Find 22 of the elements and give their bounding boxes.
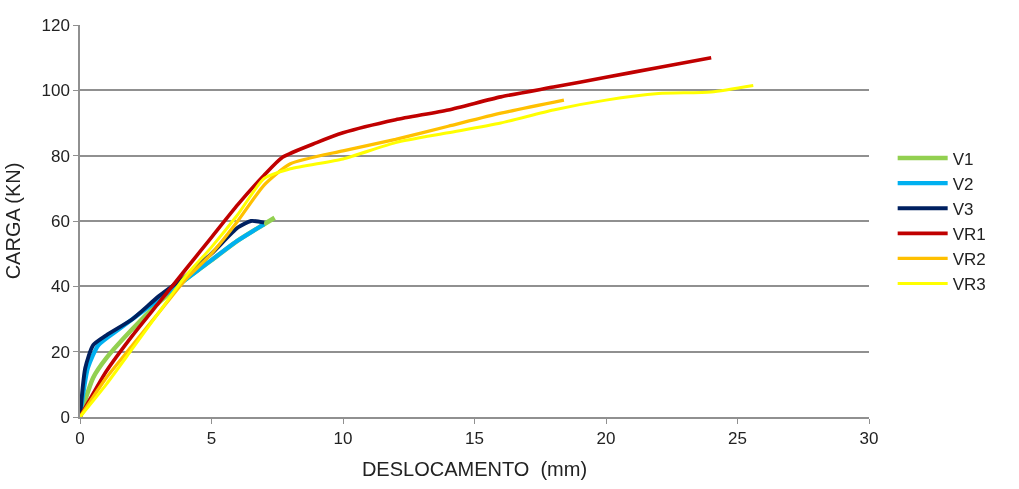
y-tick-label: 40 — [50, 277, 70, 297]
legend-label: V3 — [952, 199, 974, 219]
y-tick-label: 80 — [50, 146, 70, 166]
y-tick-label: 100 — [41, 81, 70, 101]
x-tick-label: 0 — [75, 429, 85, 449]
legend-label: VR3 — [952, 275, 986, 295]
x-tick-label: 25 — [728, 429, 747, 449]
x-tick-label: 10 — [333, 429, 353, 449]
x-tick-label: 5 — [206, 429, 217, 449]
legend-label: V2 — [952, 174, 974, 194]
x-tick-label: 20 — [596, 429, 616, 449]
y-axis-title: CARGA (KN) — [2, 162, 25, 280]
y-tick-label: 20 — [50, 342, 70, 362]
y-tick-label: 120 — [41, 15, 70, 35]
y-tick-label: 0 — [60, 407, 70, 427]
legend-label: VR2 — [952, 250, 986, 270]
x-tick-label: 30 — [859, 429, 879, 449]
x-tick-label: 15 — [465, 429, 484, 449]
x-axis-title: DESLOCAMENTO (mm) — [361, 458, 588, 481]
legend-label: VR1 — [952, 224, 986, 244]
legend-label: V1 — [952, 149, 974, 169]
y-tick-label: 60 — [50, 211, 70, 231]
